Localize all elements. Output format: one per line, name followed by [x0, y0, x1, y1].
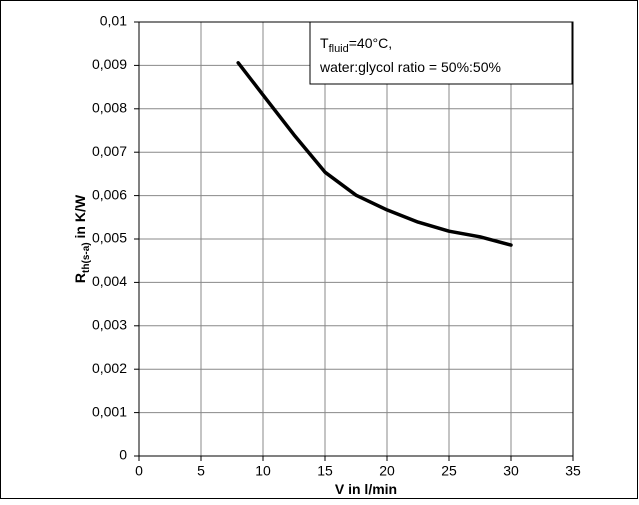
y-axis-label: Rth(s-a) in K/W — [72, 194, 92, 283]
y-label-text: in K/W — [72, 194, 88, 242]
y-label-text: R — [72, 273, 88, 283]
x-tick-label: 25 — [441, 463, 457, 479]
y-tick-label: 0,009 — [92, 56, 127, 72]
marks — [236, 61, 513, 247]
annotation: Tfluid=40°C, — [320, 35, 392, 55]
annotation-text: =40°C, — [349, 35, 392, 51]
y-tick-label: 0,001 — [92, 403, 127, 419]
y-tick-label: 0,01 — [100, 13, 127, 29]
annotation-text: T — [320, 35, 329, 51]
y-tick-label: 0,008 — [92, 100, 127, 116]
y-tick-label: 0,003 — [92, 317, 127, 333]
y-tick-label: 0,005 — [92, 230, 127, 246]
data-line — [236, 61, 513, 247]
y-label-sub: th(s-a) — [81, 242, 92, 273]
x-tick-label: 5 — [197, 463, 205, 479]
x-tick-label: 20 — [379, 463, 395, 479]
x-axis-label: V in l/min — [335, 481, 397, 497]
y-tick-label: 0,007 — [92, 143, 127, 159]
x-tick-label: 15 — [317, 463, 333, 479]
y-tick-label: 0,002 — [92, 360, 127, 376]
annotation: water:glycol ratio = 50%:50% — [319, 59, 501, 75]
y-tick-label: 0,004 — [92, 273, 127, 289]
y-tick-label: 0 — [119, 447, 127, 463]
annotation-sub: fluid — [329, 43, 349, 55]
x-tick-label: 0 — [135, 463, 143, 479]
x-tick-label: 35 — [565, 463, 581, 479]
y-tick-label: 0,006 — [92, 186, 127, 202]
x-tick-label: 30 — [503, 463, 519, 479]
annotation-box — [309, 21, 573, 85]
x-tick-label: 10 — [255, 463, 271, 479]
